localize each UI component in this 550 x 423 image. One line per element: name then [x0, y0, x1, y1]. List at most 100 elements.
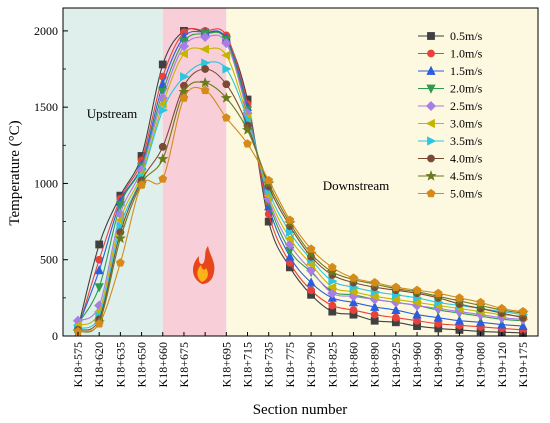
axes-layer: 0 500 1000 1500 2000 K18+575 K18+620 K18+635 K18…: [34, 7, 539, 387]
data-point: [391, 304, 401, 315]
data-point: [201, 58, 211, 68]
series-5.0m/s: [73, 85, 528, 336]
data-point: [370, 310, 379, 319]
y-axis-title: Temperature (°C): [7, 120, 23, 225]
legend-marker: [427, 136, 437, 146]
y-tick-label: 1000: [34, 176, 58, 190]
data-point: [348, 297, 359, 307]
x-tick-label: K18+860: [347, 342, 361, 387]
legend-label: 2.0m/s: [450, 82, 483, 96]
x-tick-label: K18+715: [241, 342, 255, 387]
data-point: [221, 38, 232, 49]
x-tick-label: K18+925: [389, 342, 403, 387]
data-point: [114, 232, 126, 244]
x-tick-label: K18+775: [283, 342, 297, 387]
data-point: [349, 306, 358, 314]
data-point: [370, 301, 380, 311]
data-point: [94, 265, 104, 275]
x-tick-label: K18+890: [368, 342, 382, 387]
data-point: [158, 105, 169, 115]
legend-marker: [427, 32, 435, 40]
data-point: [95, 240, 104, 249]
data-point: [242, 124, 254, 135]
data-point: [158, 174, 168, 183]
legend-entry: 4.0m/s: [418, 152, 483, 166]
legend-marker: [426, 84, 436, 94]
data-point: [476, 297, 485, 307]
legend-label: 4.0m/s: [450, 152, 483, 166]
legend-entry: 2.5m/s: [418, 99, 483, 113]
legend: 0.5m/s 1.0m/s 1.5m/s 2.0m/s 2.5m/s 3.0m/s 3.5m…: [418, 29, 483, 201]
data-point: [518, 307, 528, 316]
fire-icon: [192, 246, 215, 284]
data-point: [178, 41, 190, 52]
x-tick-label: K18+960: [410, 342, 424, 387]
data-point: [180, 72, 190, 82]
data-point: [115, 200, 125, 211]
legend-entry: 3.0m/s: [418, 117, 483, 131]
data-point: [264, 175, 274, 185]
legend-entry: 3.5m/s: [418, 134, 483, 148]
legend-label: 1.0m/s: [450, 47, 483, 61]
series-line: [77, 81, 524, 333]
x-tick-label: K19+120: [495, 342, 509, 387]
data-point: [349, 273, 358, 282]
legend-marker: [426, 65, 436, 75]
x-tick-label: K18+650: [135, 342, 149, 387]
data-point: [200, 31, 211, 43]
regions-layer: [63, 8, 539, 336]
data-point: [455, 293, 464, 302]
data-point: [222, 64, 232, 74]
data-point: [454, 315, 464, 325]
x-tick-label: K18+990: [431, 342, 445, 387]
data-point: [285, 227, 296, 237]
legend-label: 5.0m/s: [450, 187, 483, 201]
downstream-label: Downstream: [323, 178, 389, 193]
data-point: [221, 50, 231, 60]
data-point: [137, 180, 146, 189]
upstream-label: Upstream: [87, 106, 138, 121]
data-point: [157, 153, 169, 164]
legend-label: 0.5m/s: [450, 29, 483, 43]
series-line: [77, 47, 524, 326]
data-point: [94, 283, 104, 293]
series-layer: [72, 26, 529, 337]
data-point: [201, 65, 210, 73]
data-point: [476, 317, 486, 327]
legend-label: 4.5m/s: [450, 169, 483, 183]
data-point: [307, 286, 315, 295]
data-point: [243, 139, 252, 148]
data-point: [433, 288, 443, 298]
x-tick-label: K18+660: [156, 342, 170, 387]
legend-entry: 5.0m/s: [418, 187, 483, 201]
series-line: [77, 34, 524, 322]
data-point: [326, 266, 338, 277]
x-tick-label: K18+825: [325, 342, 339, 387]
data-point: [199, 76, 211, 88]
x-tick-label: K18+575: [71, 342, 85, 387]
x-tick-label: K18+735: [262, 342, 276, 387]
legend-label: 3.5m/s: [450, 134, 483, 148]
data-point: [327, 282, 337, 292]
legend-label: 2.5m/s: [450, 99, 483, 113]
data-point: [328, 301, 337, 310]
x-tick-label: K18+790: [304, 342, 318, 387]
x-tick-label: K19+175: [516, 342, 530, 387]
x-tick-label: K18+675: [177, 342, 191, 387]
data-point: [285, 215, 295, 224]
data-point: [179, 93, 189, 102]
data-point: [327, 288, 338, 299]
series-line: [77, 31, 524, 325]
data-point: [370, 278, 380, 287]
x-tick-label: K18+635: [113, 342, 127, 387]
x-tick-label: K18+695: [219, 342, 233, 387]
y-tick-label: 2000: [34, 24, 58, 38]
legend-marker: [427, 49, 435, 58]
data-point: [306, 277, 316, 287]
legend-marker: [425, 118, 435, 129]
x-tick-label: K19+040: [452, 342, 466, 387]
data-point: [264, 217, 273, 226]
legend-marker: [427, 154, 435, 163]
legend-entry: 4.5m/s: [418, 169, 483, 183]
series-line: [77, 61, 524, 329]
